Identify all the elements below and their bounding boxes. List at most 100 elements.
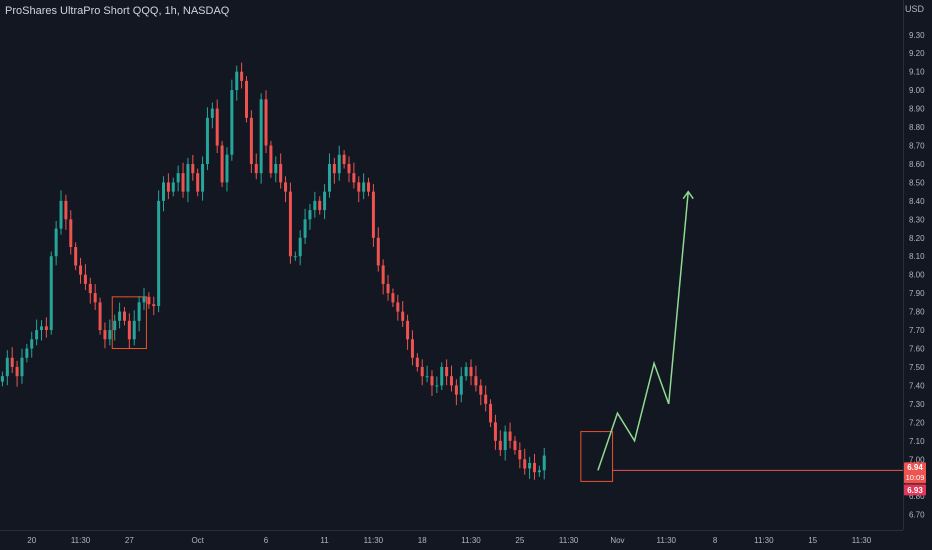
candle[interactable] [342, 150, 346, 169]
candle[interactable] [259, 93, 263, 184]
candle[interactable] [264, 90, 268, 154]
candle[interactable] [410, 330, 414, 366]
candle[interactable] [186, 157, 190, 203]
candle[interactable] [205, 107, 209, 171]
candle[interactable] [15, 360, 19, 387]
candle[interactable] [415, 353, 419, 372]
candle[interactable] [293, 251, 297, 261]
candle[interactable] [103, 322, 107, 349]
candle[interactable] [225, 147, 229, 192]
candle[interactable] [479, 379, 483, 406]
candle[interactable] [440, 362, 444, 391]
candle[interactable] [459, 367, 463, 403]
candle[interactable] [352, 162, 356, 189]
candle[interactable] [20, 348, 24, 384]
candle[interactable] [435, 376, 439, 393]
candle[interactable] [108, 319, 112, 346]
candle[interactable] [0, 371, 4, 387]
candle[interactable] [118, 302, 122, 329]
candle[interactable] [201, 156, 205, 201]
candle[interactable] [303, 208, 307, 244]
highlight-box[interactable] [111, 296, 147, 350]
highlight-box[interactable] [580, 431, 614, 482]
candle[interactable] [171, 177, 175, 197]
candle[interactable] [498, 430, 502, 457]
candle[interactable] [332, 157, 336, 184]
candle[interactable] [83, 264, 87, 291]
candle[interactable] [532, 453, 536, 480]
candle[interactable] [244, 76, 248, 123]
candle[interactable] [450, 365, 453, 392]
candle[interactable] [298, 230, 302, 266]
price-axis[interactable]: 6.706.806.907.007.107.207.307.407.507.60… [909, 31, 925, 520]
candle[interactable] [44, 317, 48, 338]
candle[interactable] [274, 156, 278, 183]
candle[interactable] [464, 362, 468, 381]
candle[interactable] [215, 99, 219, 154]
candle[interactable] [49, 251, 53, 335]
candle[interactable] [122, 306, 126, 326]
candle[interactable] [249, 110, 253, 173]
candle[interactable] [420, 359, 424, 386]
candle[interactable] [503, 425, 507, 461]
candle[interactable] [157, 190, 161, 313]
candlesticks[interactable] [0, 62, 546, 480]
candle[interactable] [391, 288, 395, 307]
candle[interactable] [454, 379, 458, 406]
candle[interactable] [430, 370, 434, 396]
candle[interactable] [230, 79, 234, 161]
candle[interactable] [508, 422, 512, 449]
candle[interactable] [64, 194, 68, 230]
candle[interactable] [196, 168, 200, 197]
candle[interactable] [284, 176, 288, 203]
candle[interactable] [323, 184, 327, 220]
candle[interactable] [5, 350, 9, 386]
candle[interactable] [35, 319, 39, 346]
candle[interactable] [176, 165, 180, 192]
candle[interactable] [489, 399, 493, 427]
candle[interactable] [445, 359, 449, 386]
candle[interactable] [528, 456, 532, 479]
projection-path[interactable] [597, 190, 694, 471]
candle[interactable] [537, 465, 541, 477]
candle[interactable] [313, 191, 317, 218]
candle[interactable] [88, 277, 92, 304]
candle[interactable] [147, 292, 151, 309]
candle[interactable] [220, 140, 224, 188]
candle[interactable] [542, 447, 546, 480]
candle[interactable] [523, 448, 527, 475]
candle[interactable] [30, 331, 34, 358]
candle[interactable] [484, 385, 488, 412]
candle[interactable] [381, 259, 385, 295]
candle[interactable] [362, 173, 366, 200]
candle[interactable] [474, 365, 478, 392]
candle[interactable] [98, 297, 102, 335]
candle[interactable] [79, 257, 83, 284]
candle[interactable] [279, 153, 283, 189]
candle[interactable] [113, 314, 117, 341]
candle[interactable] [210, 102, 214, 129]
candle[interactable] [162, 176, 166, 212]
candle[interactable] [327, 153, 331, 198]
candle[interactable] [518, 442, 522, 469]
candle[interactable] [39, 320, 43, 341]
candle[interactable] [191, 154, 195, 181]
candle[interactable] [59, 190, 63, 235]
candle[interactable] [152, 296, 156, 316]
candle[interactable] [347, 156, 351, 183]
candle[interactable] [132, 310, 136, 346]
candle[interactable] [406, 314, 410, 350]
candle[interactable] [137, 296, 141, 332]
candle[interactable] [469, 359, 473, 386]
projection-line[interactable] [597, 191, 689, 471]
candle[interactable] [240, 62, 244, 89]
candle[interactable] [93, 284, 97, 310]
candle[interactable] [74, 242, 78, 271]
candle[interactable] [288, 182, 292, 264]
candle[interactable] [371, 184, 375, 247]
time-axis[interactable]: 20 11:30 27 Oct 6 11 11:30 18 11:30 25 11:30 Nov 11:… [27, 536, 871, 545]
candle[interactable] [357, 176, 361, 203]
candle[interactable] [396, 294, 400, 321]
